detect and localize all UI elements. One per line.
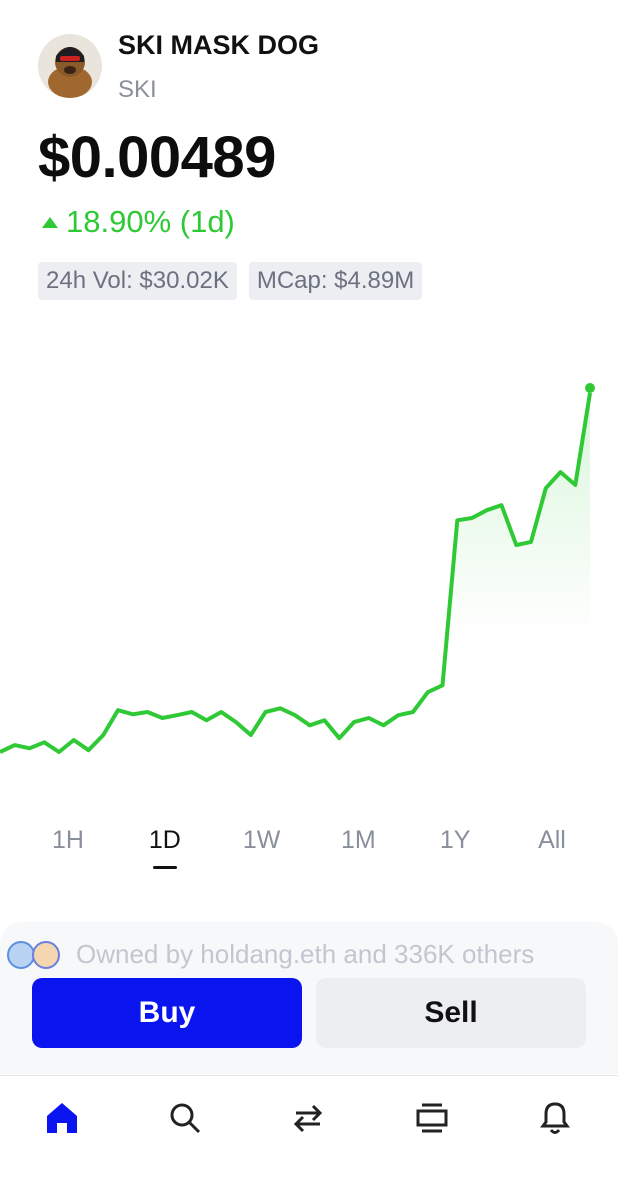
buy-button[interactable]: Buy — [32, 978, 302, 1048]
area-fill — [0, 393, 590, 800]
stats: 24h Vol: $30.02K MCap: $4.89M — [38, 262, 423, 300]
swap-icon[interactable] — [293, 1104, 323, 1133]
end-dot — [585, 383, 595, 393]
owner-avatars — [7, 941, 60, 969]
avatar — [38, 34, 102, 98]
chart — [0, 383, 595, 800]
price-change: 18.90% (1d) — [66, 204, 235, 239]
divider — [0, 1075, 618, 1076]
timeframe-tabs: 1H 1D 1W 1M 1Y All — [20, 826, 600, 869]
timeframe-tab[interactable]: All — [538, 826, 566, 854]
timeframe-tab[interactable]: 1D — [117, 826, 213, 869]
timeframe-tab[interactable]: 1W — [242, 826, 281, 854]
change-row: 18.90% (1d) — [42, 204, 235, 240]
sell-button[interactable]: Sell — [316, 978, 586, 1048]
timeframe-tab[interactable]: 1M — [341, 826, 376, 854]
price: $0.00489 — [38, 125, 276, 190]
bell-icon[interactable] — [540, 1102, 570, 1134]
stat-chip: 24h Vol: $30.02K — [38, 262, 237, 300]
up-arrow — [42, 216, 58, 228]
owners-text: Owned by holdang.eth and 336K others — [76, 939, 535, 969]
price-line — [0, 392, 592, 754]
search-icon[interactable] — [170, 1103, 201, 1134]
activity-icon[interactable] — [416, 1103, 448, 1133]
timeframe-tab[interactable]: 1Y — [439, 826, 471, 854]
home-icon[interactable] — [47, 1103, 77, 1133]
stat-chip: MCap: $4.89M — [248, 262, 423, 300]
token-symbol: SKI — [118, 76, 157, 103]
bottom-nav — [47, 1102, 570, 1134]
token-name: SKI MASK DOG — [118, 30, 320, 60]
timeframe-tab[interactable]: 1H — [52, 826, 84, 854]
